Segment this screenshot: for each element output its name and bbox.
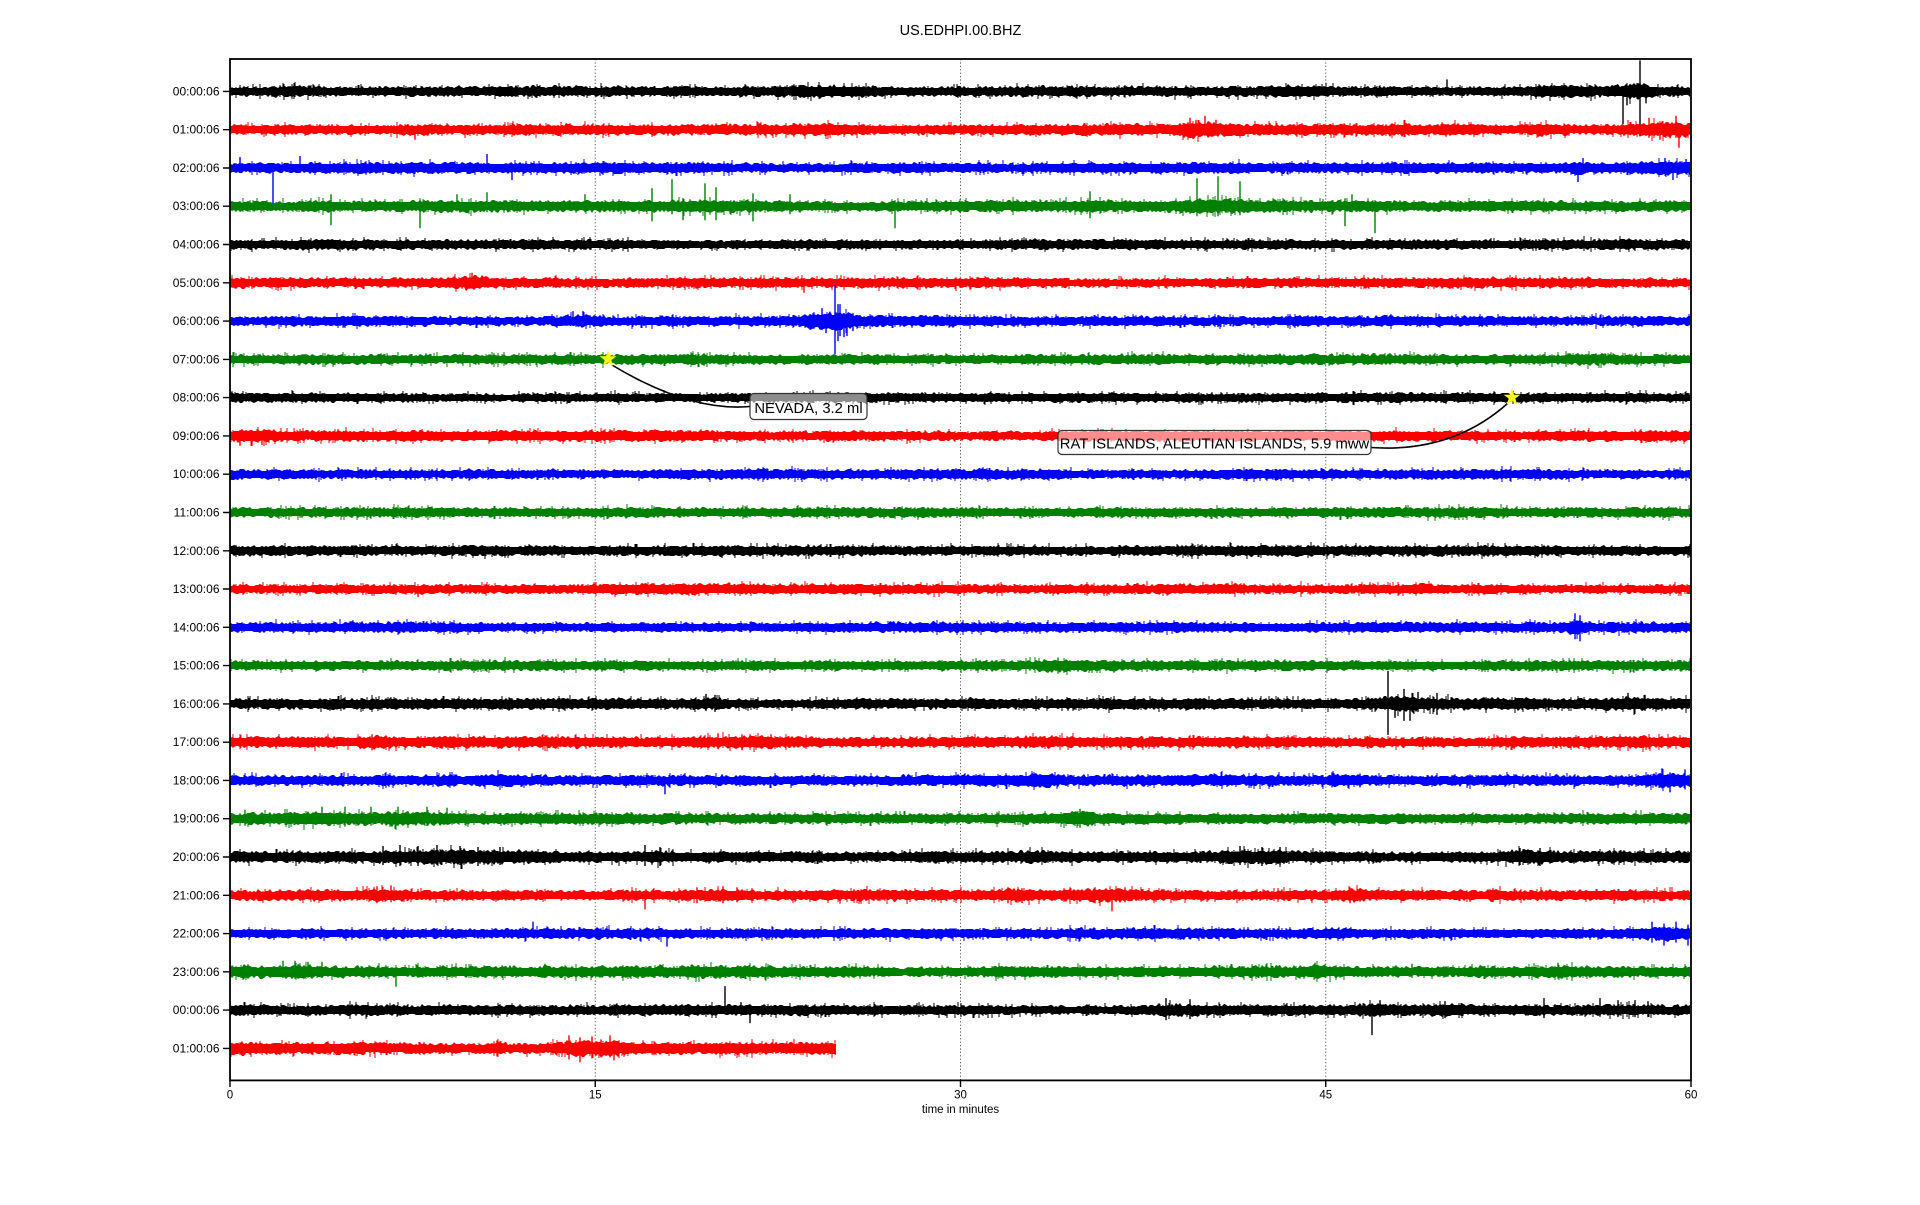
svg-text:23:00:06: 23:00:06 <box>173 965 220 979</box>
svg-text:18:00:06: 18:00:06 <box>173 773 220 787</box>
svg-text:01:00:06: 01:00:06 <box>173 123 220 137</box>
svg-text:20:00:06: 20:00:06 <box>173 850 220 864</box>
svg-text:03:00:06: 03:00:06 <box>173 199 220 213</box>
svg-text:15: 15 <box>589 1090 602 1102</box>
svg-text:05:00:06: 05:00:06 <box>173 276 220 290</box>
svg-text:45: 45 <box>1319 1090 1332 1102</box>
svg-text:04:00:06: 04:00:06 <box>173 238 220 252</box>
svg-text:22:00:06: 22:00:06 <box>173 927 220 941</box>
svg-text:11:00:06: 11:00:06 <box>174 506 220 520</box>
svg-text:13:00:06: 13:00:06 <box>173 582 220 596</box>
svg-text:NEVADA, 3.2 ml: NEVADA, 3.2 ml <box>754 401 862 417</box>
svg-text:12:00:06: 12:00:06 <box>173 544 220 558</box>
svg-text:30: 30 <box>954 1090 967 1102</box>
svg-text:09:00:06: 09:00:06 <box>173 429 220 443</box>
svg-text:16:00:06: 16:00:06 <box>173 697 220 711</box>
svg-text:08:00:06: 08:00:06 <box>173 391 220 405</box>
svg-text:10:00:06: 10:00:06 <box>173 467 220 481</box>
svg-text:time in minutes: time in minutes <box>922 1104 1000 1116</box>
svg-text:15:00:06: 15:00:06 <box>173 659 220 673</box>
svg-text:01:00:06: 01:00:06 <box>173 1041 220 1055</box>
svg-text:60: 60 <box>1685 1090 1698 1102</box>
svg-text:00:00:06: 00:00:06 <box>173 84 220 98</box>
svg-text:19:00:06: 19:00:06 <box>173 812 220 826</box>
svg-text:06:00:06: 06:00:06 <box>173 314 220 328</box>
svg-text:0: 0 <box>227 1090 233 1102</box>
svg-text:14:00:06: 14:00:06 <box>173 620 220 634</box>
svg-text:07:00:06: 07:00:06 <box>173 352 220 366</box>
svg-text:RAT ISLANDS, ALEUTIAN ISLANDS,: RAT ISLANDS, ALEUTIAN ISLANDS, 5.9 mww <box>1060 437 1370 453</box>
svg-text:02:00:06: 02:00:06 <box>173 161 220 175</box>
svg-text:21:00:06: 21:00:06 <box>173 888 220 902</box>
svg-text:US.EDHPI.00.BHZ: US.EDHPI.00.BHZ <box>900 23 1022 39</box>
svg-text:17:00:06: 17:00:06 <box>173 735 220 749</box>
svg-text:00:00:06: 00:00:06 <box>173 1003 220 1017</box>
